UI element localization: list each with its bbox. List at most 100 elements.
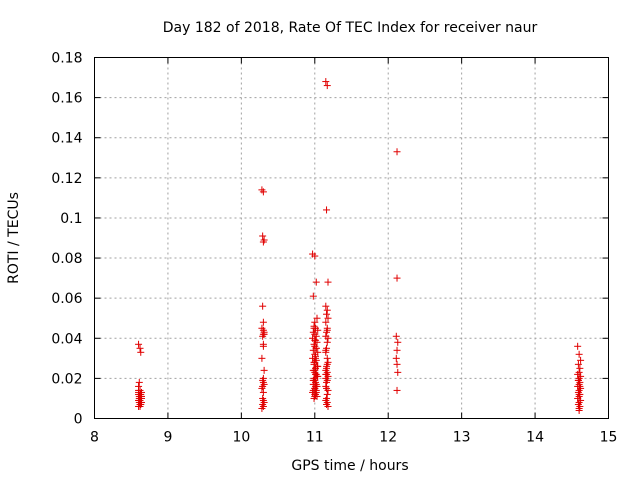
grid-lines — [94, 57, 609, 419]
y-tick-label: 0.08 — [51, 251, 82, 267]
data-point — [259, 302, 267, 310]
data-point — [312, 278, 320, 286]
data-point — [260, 330, 268, 338]
y-tick-label: 0.18 — [51, 51, 82, 67]
data-point — [323, 306, 331, 314]
data-point — [577, 356, 585, 364]
data-point — [394, 368, 402, 376]
data-point — [323, 206, 331, 214]
data-point — [393, 148, 401, 156]
data-point — [136, 402, 144, 410]
data-point — [314, 326, 322, 334]
data-point — [311, 252, 319, 260]
y-tick-label: 0.12 — [51, 171, 82, 187]
y-tick-label: 0.06 — [51, 291, 82, 307]
x-tick-labels: 8 9 10 11 12 13 14 15 — [90, 430, 617, 446]
data-point — [575, 350, 583, 358]
x-tick-label: 15 — [600, 430, 618, 446]
y-tick-label: 0.16 — [51, 91, 82, 107]
data-point — [324, 314, 332, 322]
data-point — [137, 392, 145, 400]
data-point — [258, 404, 266, 412]
x-tick-label: 11 — [306, 430, 324, 446]
data-point — [136, 344, 144, 352]
x-tick-label: 10 — [232, 430, 250, 446]
y-tick-label: 0.1 — [60, 211, 82, 227]
data-point — [259, 232, 267, 240]
y-axis-label: ROTI / TECUs — [6, 192, 22, 284]
data-point — [135, 386, 143, 394]
data-point — [322, 318, 330, 326]
data-point — [259, 188, 267, 196]
data-point — [574, 360, 582, 368]
data-point — [323, 354, 331, 362]
data-point — [576, 364, 584, 372]
data-point — [259, 238, 267, 246]
data-point — [311, 318, 319, 326]
data-point — [323, 384, 331, 392]
data-point — [311, 366, 319, 374]
data-point — [137, 348, 145, 356]
data-point — [324, 334, 332, 342]
y-tick-label: 0.04 — [51, 331, 82, 347]
data-point — [312, 354, 320, 362]
data-point — [312, 332, 320, 340]
x-tick-label: 14 — [526, 430, 544, 446]
data-point — [313, 372, 321, 380]
data-point — [322, 78, 330, 86]
data-point — [393, 346, 401, 354]
y-tick-label: 0 — [74, 412, 83, 428]
data-point — [310, 358, 318, 366]
data-points — [135, 78, 585, 414]
data-point — [322, 302, 330, 310]
data-point — [575, 390, 583, 398]
data-point — [322, 370, 330, 378]
data-point — [313, 314, 321, 322]
axis-ticks — [94, 57, 609, 419]
data-point — [323, 326, 331, 334]
data-point — [312, 344, 320, 352]
data-point — [258, 354, 266, 362]
data-point — [259, 318, 267, 326]
data-point — [314, 362, 322, 370]
x-tick-label: 12 — [379, 430, 397, 446]
data-point — [322, 346, 330, 354]
y-tick-labels: 0 0.02 0.04 0.06 0.08 0.1 0.12 0.14 0.16 0.18 — [51, 51, 82, 428]
data-point — [312, 380, 320, 388]
data-point — [259, 326, 267, 334]
data-point — [324, 278, 332, 286]
data-point — [323, 378, 331, 386]
data-point — [309, 292, 317, 300]
y-tick-label: 0.14 — [51, 131, 82, 147]
data-point — [323, 338, 331, 346]
data-point — [323, 310, 331, 318]
x-axis-label: GPS time / hours — [291, 458, 408, 474]
x-tick-label: 13 — [453, 430, 471, 446]
data-point — [393, 386, 401, 394]
y-tick-label: 0.02 — [51, 371, 82, 387]
data-point — [392, 354, 400, 362]
data-point — [323, 82, 331, 90]
data-point — [324, 402, 332, 410]
data-point — [576, 382, 584, 390]
data-point — [393, 274, 401, 282]
data-point — [323, 390, 331, 398]
data-point — [310, 324, 318, 332]
data-point — [259, 342, 267, 350]
data-point — [309, 376, 317, 384]
data-point — [393, 360, 401, 368]
data-point — [323, 364, 331, 372]
data-point — [260, 366, 268, 374]
data-point — [135, 340, 143, 348]
data-point — [259, 388, 267, 396]
chart-title: Day 182 of 2018, Rate Of TEC Index for r… — [163, 20, 538, 36]
data-point — [392, 332, 400, 340]
data-point — [311, 336, 319, 344]
x-tick-label: 9 — [163, 430, 172, 446]
data-point — [575, 406, 583, 414]
data-point — [574, 376, 582, 384]
data-point — [259, 382, 267, 390]
data-point — [323, 360, 331, 368]
data-point — [311, 384, 319, 392]
